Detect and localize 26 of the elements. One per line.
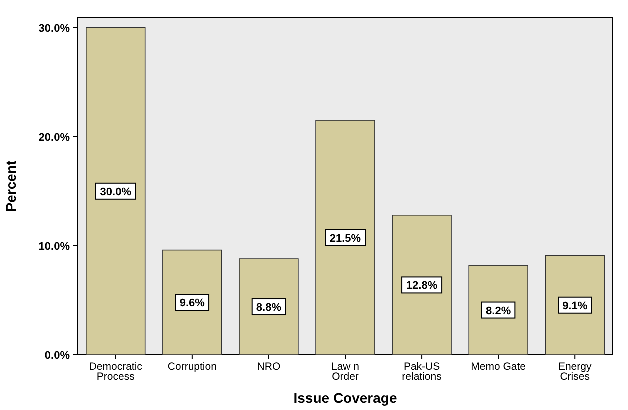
y-axis-title: Percent	[3, 160, 19, 212]
x-axis-title: Issue Coverage	[294, 390, 398, 406]
x-tick-label: Democratic Process	[89, 361, 142, 383]
data-label: 9.6%	[180, 298, 206, 310]
x-tick-label: Memo Gate	[471, 361, 526, 373]
data-label: 8.2%	[486, 305, 512, 318]
bar	[162, 250, 222, 356]
y-tick-label: 30.0%	[38, 22, 70, 35]
bar	[545, 255, 605, 356]
data-label: 30.0%	[100, 186, 132, 198]
x-tick-label: NRO	[257, 361, 281, 373]
x-tick-label: Pak-US relations	[402, 361, 442, 383]
x-tick-label: Energy Crises	[558, 361, 592, 383]
y-tick-label: 10.0%	[38, 240, 70, 253]
bar	[86, 27, 146, 356]
data-label: 21.5%	[330, 232, 362, 245]
x-tick-label: Corruption	[168, 361, 218, 373]
data-label: 9.1%	[562, 300, 588, 312]
data-label: 12.8%	[406, 280, 438, 292]
y-tick-label: 20.0%	[38, 132, 70, 144]
bar	[392, 215, 452, 356]
data-label: 8.8%	[256, 302, 282, 314]
x-tick-label: Law n Order	[331, 361, 360, 383]
bar	[468, 265, 528, 356]
y-tick-label: 0.0%	[44, 350, 70, 362]
bar	[316, 120, 376, 356]
